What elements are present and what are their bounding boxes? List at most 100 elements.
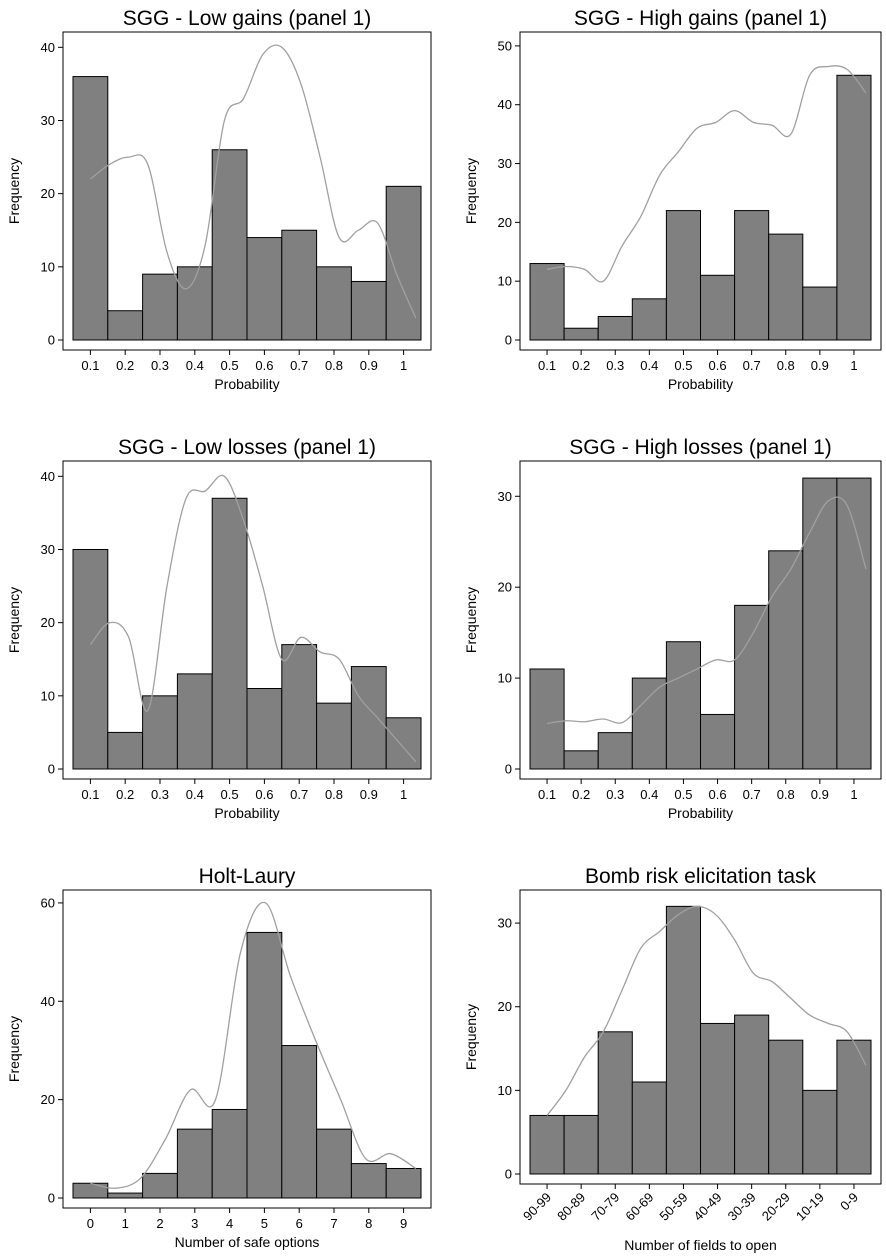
bar [316,1128,352,1199]
x-tick-label: 0.3 [151,787,169,802]
panel-sgg-high-losses: SGG - High losses (panel 1) 0 10 20 30 Freque… [463,436,882,821]
x-tick-label: 8 [365,1216,372,1231]
x-tick-label: 0.1 [538,787,556,802]
bar [107,731,144,770]
density-curve [546,905,867,1116]
bar [700,713,736,770]
bar [385,185,422,341]
y-tick-label: 0 [505,333,512,348]
x-tick-label: 0.4 [186,358,204,373]
bar [350,280,387,341]
x-tick-label: 0.3 [606,358,624,373]
bar [176,673,213,770]
chart-title: SGG - High gains (panel 1) [574,7,827,30]
x-tick-label: 0.7 [743,358,761,373]
x-tick-label: 70-79 [588,1190,622,1224]
x-tick-label: 0.2 [572,787,590,802]
y-tick-label: 40 [41,40,55,55]
y-axis-label: Frequency [6,587,22,653]
x-tick-label: 90-99 [520,1190,554,1224]
bar [734,604,770,770]
x-tick-label: 0.3 [151,358,169,373]
y-tick-label: 0 [48,333,55,348]
x-tick-label: 0.9 [811,787,829,802]
y-tick-label: 20 [41,186,55,201]
bar [597,315,633,341]
bar [142,1172,178,1199]
bar [281,1045,318,1199]
y-tick-label: 20 [41,1092,55,1107]
x-tick-label: 0.5 [674,358,692,373]
y-tick-label: 50 [498,38,512,53]
x-tick-label: 0.5 [674,787,692,802]
x-tick-label: 2 [156,1216,163,1231]
bar [176,266,213,341]
bar [700,1022,736,1175]
x-tick-label: 0.9 [360,787,378,802]
x-tick-label: 0.6 [255,787,273,802]
x-tick-label: 1 [122,1216,129,1231]
bar [768,550,804,770]
density-curve [546,65,867,283]
density-curve [90,44,417,319]
bar [281,644,318,770]
bar [768,1039,804,1175]
x-tick-label: 0.1 [538,358,556,373]
x-tick-label: 30-39 [725,1190,759,1224]
x-tick-label: 0-9 [837,1190,861,1214]
y-tick-label: 20 [41,615,55,630]
y-tick-label: 20 [498,215,512,230]
plot-frame [519,460,882,780]
plot-frame [519,31,882,351]
bar [107,1192,144,1199]
y-axis-label: Frequency [6,158,22,224]
x-tick-label: 0.8 [325,787,343,802]
x-tick-label: 0.7 [743,787,761,802]
bar [350,1163,387,1199]
plot-frame [62,460,432,780]
panel-sgg-low-gains: SGG - Low gains (panel 1) 0 10 20 30 40 Freque… [6,7,432,392]
bar [281,229,318,341]
x-tick-label: 0.2 [116,787,134,802]
bar [768,233,804,341]
x-tick-label: 0.9 [360,358,378,373]
bar [211,1108,248,1199]
bar [802,1089,838,1175]
x-tick-label: 0.8 [777,358,795,373]
x-tick-label: 0.7 [290,358,308,373]
x-tick-label: 6 [296,1216,303,1231]
x-tick-label: 0.1 [81,358,99,373]
x-axis-label: Probability [668,805,733,821]
panel-sgg-high-gains: SGG - High gains (panel 1) 0 10 20 30 40 50 Fre… [463,7,882,392]
x-tick-label: 0.1 [81,787,99,802]
chart-title: SGG - High losses (panel 1) [569,436,832,459]
x-axis-label: Number of fields to open [624,1237,777,1253]
chart-title: Holt-Laury [199,865,296,888]
y-tick-label: 0 [48,762,55,777]
y-axis-label: Frequency [463,158,479,224]
bar [142,695,178,770]
x-tick-label: 0.3 [606,787,624,802]
x-tick-label: 0.5 [221,358,239,373]
density-curve [90,901,417,1189]
bar [529,263,565,341]
panel-bomb-risk: Bomb risk elicitation task 0 10 20 30 Frequen… [463,865,882,1253]
x-tick-label: 0.4 [640,358,658,373]
bar [72,76,109,341]
x-tick-label: 80-89 [554,1190,588,1224]
y-tick-label: 40 [41,469,55,484]
x-tick-label: 0.2 [572,358,590,373]
y-tick-label: 40 [41,994,55,1009]
bar [631,1081,667,1175]
x-tick-label: 0.4 [640,787,658,802]
bar [802,477,838,770]
x-tick-label: 0.2 [116,358,134,373]
x-tick-label: 40-49 [691,1190,725,1224]
bar [176,1128,213,1199]
bar [529,668,565,770]
y-tick-label: 60 [41,895,55,910]
y-tick-label: 20 [498,580,512,595]
panel-holt-laury: Holt-Laury 0 20 40 60 Frequency 0 1 2 3 4 5 6 7 8 9 Numb… [6,865,432,1250]
x-tick-label: 0 [87,1216,94,1231]
y-tick-label: 30 [498,916,512,931]
